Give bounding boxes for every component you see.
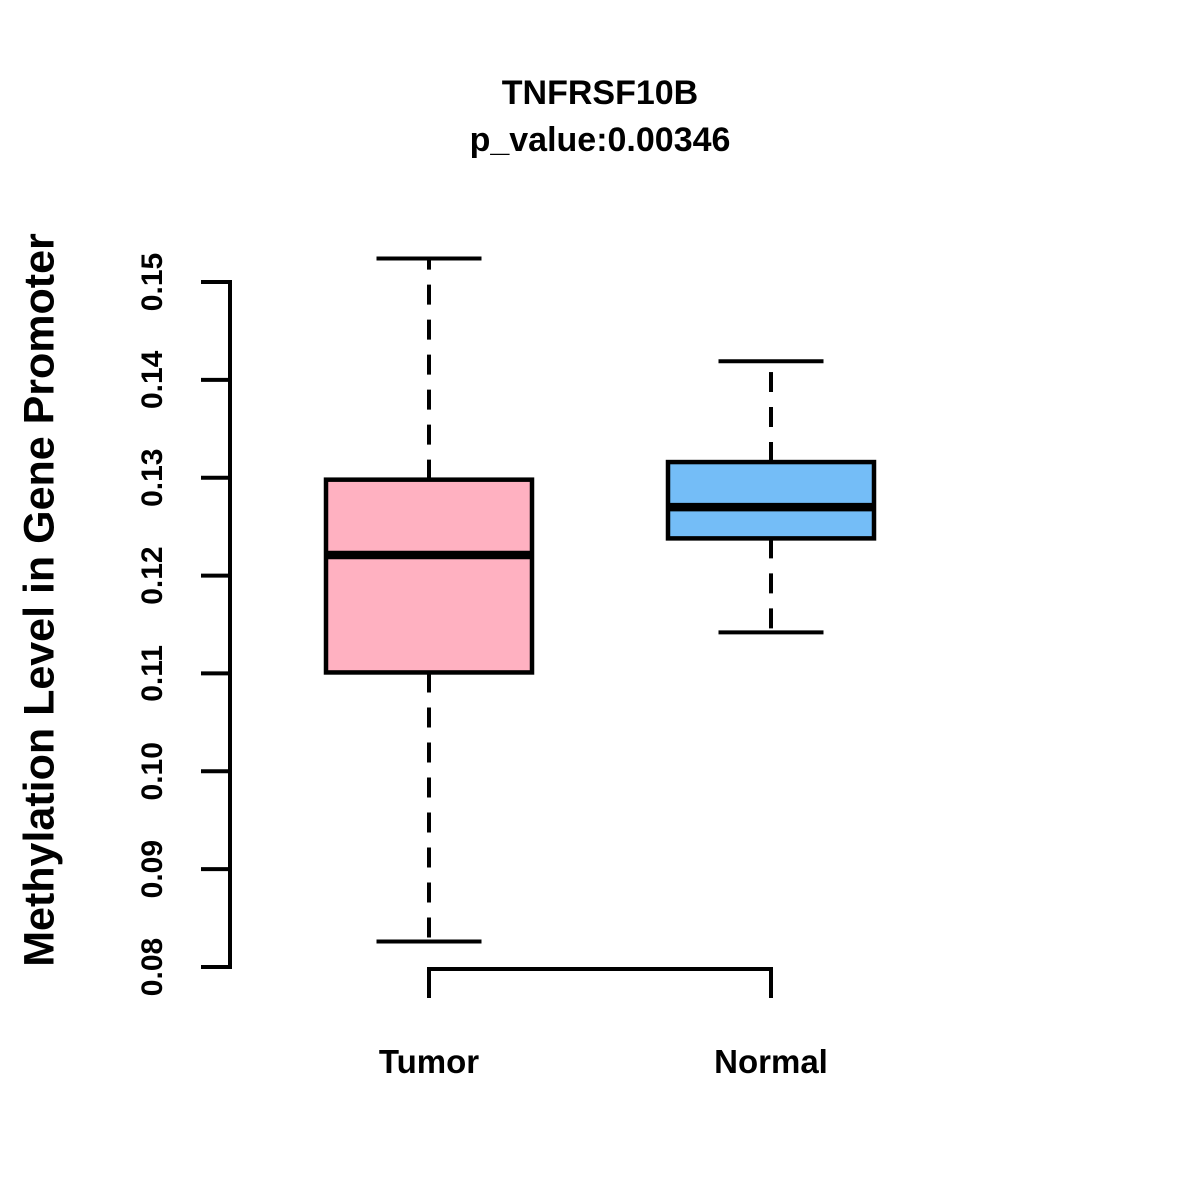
x-tick-label-normal: Normal	[714, 1043, 828, 1080]
iqr-box-tumor	[323, 477, 535, 675]
y-tick-label: 0.12	[136, 546, 169, 604]
chart-subtitle-pvalue: p_value:0.00346	[469, 121, 731, 159]
y-tick-label: 0.14	[136, 350, 169, 409]
y-tick-label: 0.10	[136, 742, 169, 800]
x-axis-bracket	[427, 967, 773, 998]
iqr-box-normal	[665, 459, 877, 541]
y-tick-label: 0.09	[136, 840, 169, 898]
chart-title-block: TNFRSF10B p_value:0.00346	[0, 70, 1200, 164]
y-tick-label: 0.11	[136, 645, 169, 702]
y-tick-label: 0.13	[136, 449, 169, 507]
x-tick-label-tumor: Tumor	[379, 1043, 479, 1080]
chart-title: TNFRSF10B	[501, 74, 699, 112]
y-tick-label: 0.08	[136, 938, 169, 996]
y-tick-label: 0.15	[136, 253, 169, 311]
